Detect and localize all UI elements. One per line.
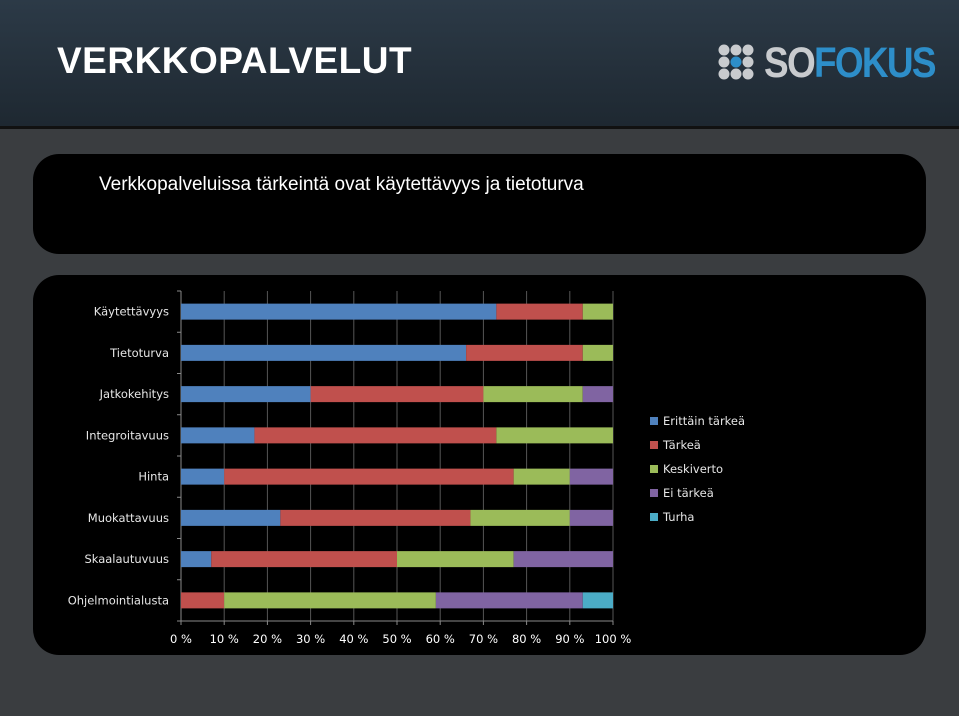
- legend-swatch: [650, 513, 658, 521]
- bar-segment: [582, 592, 613, 609]
- bar-segment: [181, 509, 281, 526]
- category-label: Jatkokehitys: [99, 387, 169, 401]
- bar-segment: [569, 468, 613, 485]
- slide-subtitle: Verkkopalveluissa tärkeintä ovat käytett…: [99, 174, 584, 195]
- bar-segment: [181, 303, 497, 320]
- bar-segment: [582, 386, 613, 403]
- bar-segment: [181, 551, 212, 568]
- logo-wordmark: SOFOKUS: [764, 39, 937, 87]
- bar-segment: [397, 551, 514, 568]
- legend-item: Tärkeä: [650, 433, 745, 457]
- x-tick-label: 10 %: [210, 632, 239, 646]
- x-tick-label: 90 %: [555, 632, 584, 646]
- x-tick-label: 40 %: [339, 632, 368, 646]
- bar-segment: [569, 509, 613, 526]
- bar-segment: [496, 303, 583, 320]
- legend-label: Keskiverto: [663, 462, 724, 476]
- slide-header: VERKKOPALVELUT SOFOKUS: [0, 0, 959, 129]
- bar-segment: [181, 468, 225, 485]
- x-tick-label: 80 %: [512, 632, 541, 646]
- legend-swatch: [650, 489, 658, 497]
- legend-label: Turha: [663, 510, 695, 524]
- bar-segment: [181, 592, 225, 609]
- x-tick-label: 100 %: [595, 632, 632, 646]
- category-label: Skaalautuvuus: [84, 552, 169, 566]
- slide-title: VERKKOPALVELUT: [57, 40, 413, 81]
- bar-segment: [211, 551, 397, 568]
- x-tick-label: 60 %: [426, 632, 455, 646]
- subtitle-panel: Verkkopalveluissa tärkeintä ovat käytett…: [33, 154, 926, 254]
- bar-segment: [470, 509, 570, 526]
- bar-segment: [466, 344, 583, 361]
- chart-legend: Erittäin tärkeä Tärkeä Keskiverto Ei tärkeä…: [650, 409, 745, 529]
- legend-label: Erittäin tärkeä: [663, 414, 746, 428]
- category-label: Käytettävyys: [94, 305, 169, 319]
- bar-segment: [310, 386, 484, 403]
- legend-item: Turha: [650, 505, 745, 529]
- bar-segment: [181, 344, 467, 361]
- legend-swatch: [650, 417, 658, 425]
- bar-segment: [496, 427, 613, 444]
- bar-segment: [280, 509, 471, 526]
- bar-segment: [582, 303, 613, 320]
- bar-segment: [513, 468, 570, 485]
- bar-segment: [181, 427, 255, 444]
- legend-label: Tärkeä: [663, 438, 701, 452]
- bar-segment: [483, 386, 583, 403]
- legend-item: Ei tärkeä: [650, 481, 745, 505]
- x-tick-label: 0 %: [170, 632, 192, 646]
- category-label: Muokattavuus: [88, 511, 169, 525]
- category-label: Tietoturva: [109, 346, 169, 360]
- bar-segment: [513, 551, 613, 568]
- x-tick-label: 20 %: [253, 632, 282, 646]
- bar-segment: [582, 344, 613, 361]
- legend-swatch: [650, 465, 658, 473]
- bar-segment: [435, 592, 583, 609]
- category-label: Hinta: [138, 470, 169, 484]
- x-tick-label: 50 %: [382, 632, 411, 646]
- chart-panel: 0 % 10 % 20 % 30 % 40 % 50 % 60 % 70 % 80 % 90 % 1…: [33, 275, 926, 655]
- category-label: Integroitavuus: [86, 428, 169, 442]
- bar-segment: [254, 427, 497, 444]
- dot-cluster-icon: [718, 44, 754, 80]
- legend-item: Keskiverto: [650, 457, 745, 481]
- legend-item: Erittäin tärkeä: [650, 409, 745, 433]
- sofokus-logo: SOFOKUS: [716, 39, 937, 87]
- stacked-bar-chart: 0 % 10 % 20 % 30 % 40 % 50 % 60 % 70 % 80 % 90 % 1…: [68, 290, 632, 646]
- category-label: Ohjelmointialusta: [68, 593, 169, 607]
- bar-segment: [224, 468, 514, 485]
- legend-label: Ei tärkeä: [663, 486, 714, 500]
- x-tick-label: 70 %: [469, 632, 498, 646]
- bar-segment: [181, 386, 311, 403]
- bar-segment: [224, 592, 436, 609]
- legend-swatch: [650, 441, 658, 449]
- x-tick-label: 30 %: [296, 632, 325, 646]
